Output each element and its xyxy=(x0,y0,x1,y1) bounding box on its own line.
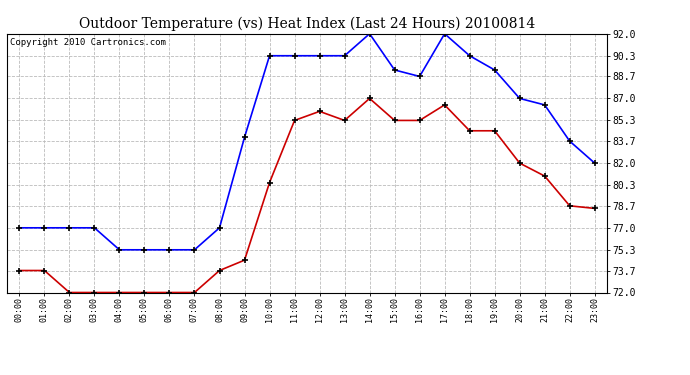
Title: Outdoor Temperature (vs) Heat Index (Last 24 Hours) 20100814: Outdoor Temperature (vs) Heat Index (Las… xyxy=(79,17,535,31)
Text: Copyright 2010 Cartronics.com: Copyright 2010 Cartronics.com xyxy=(10,38,166,46)
